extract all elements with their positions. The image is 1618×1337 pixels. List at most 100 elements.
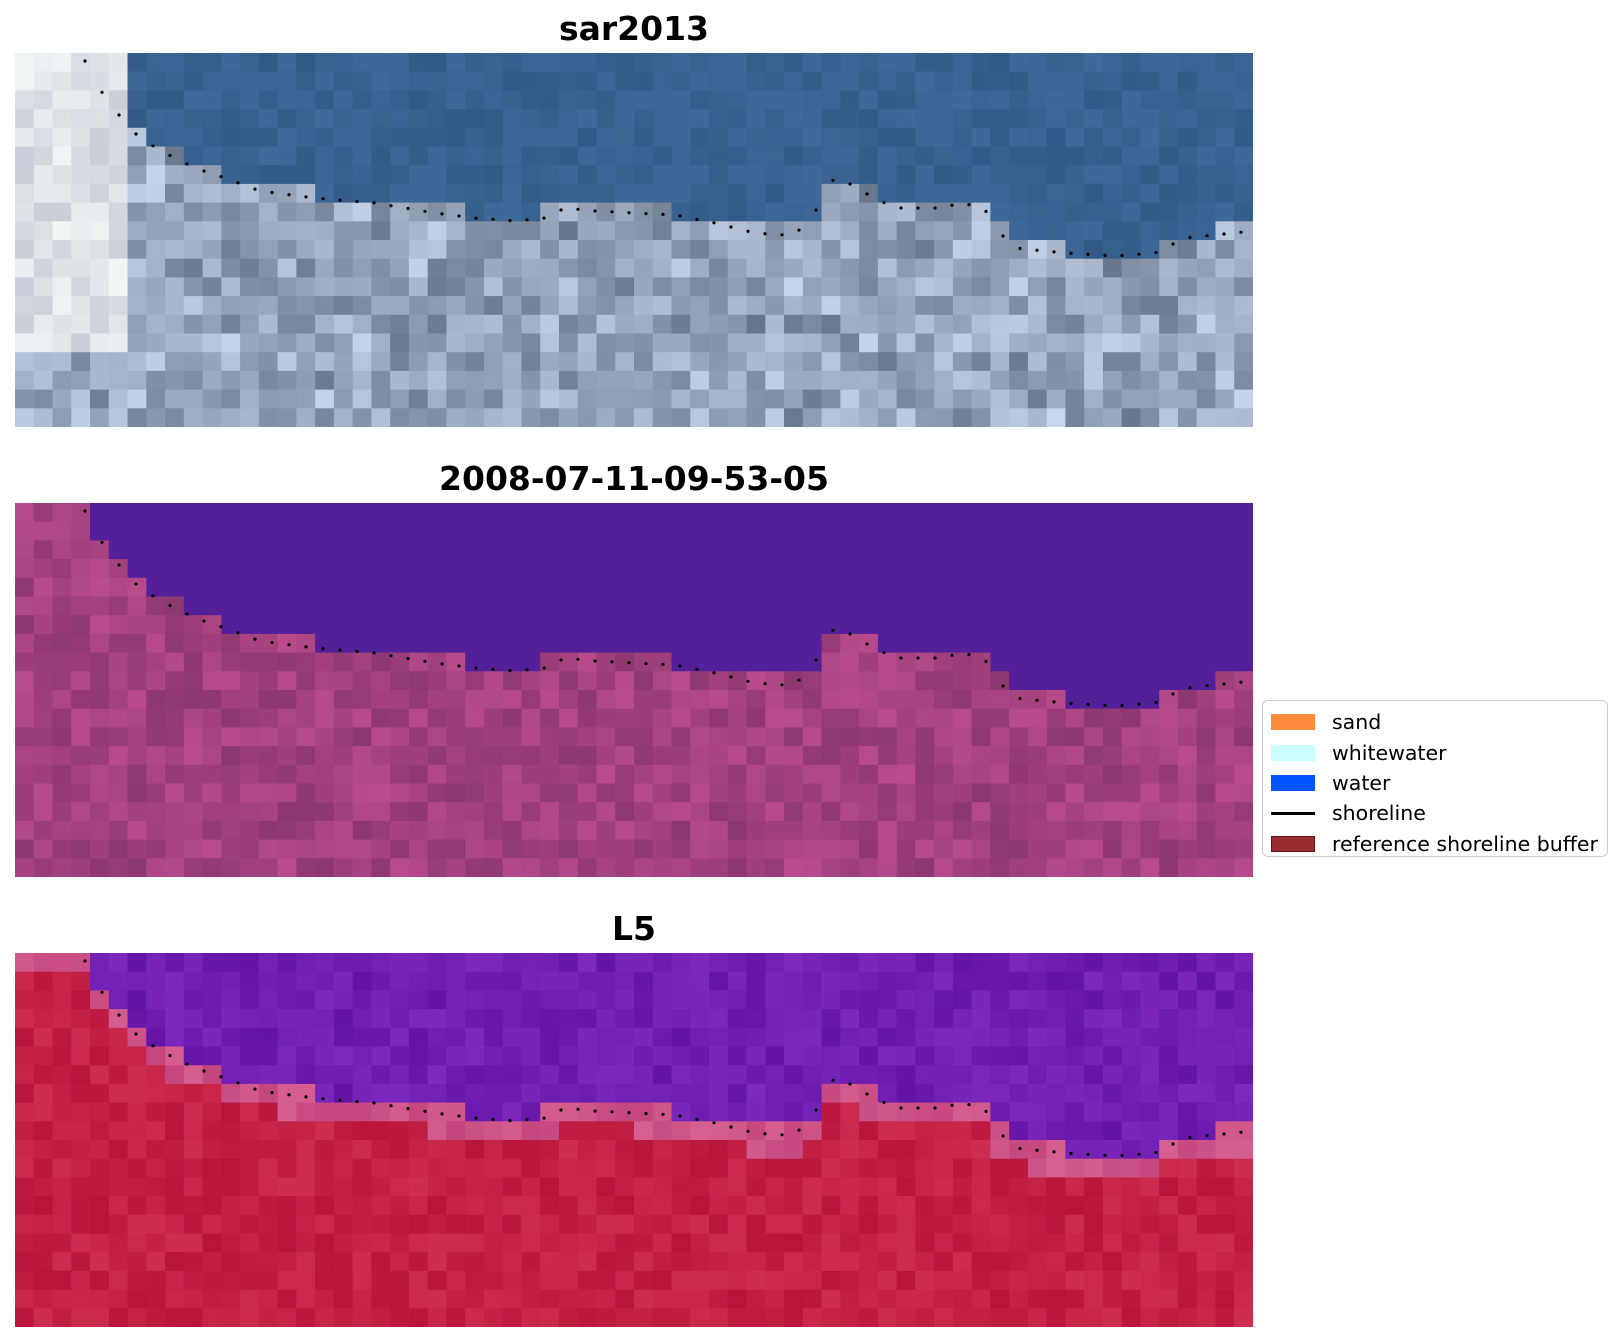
raster-pixel [15,652,35,672]
raster-pixel [840,858,860,877]
raster-pixel [465,408,485,427]
raster-pixel [108,202,129,222]
raster-pixel [671,90,691,110]
raster-pixel [840,352,860,372]
raster-pixel [427,1177,448,1197]
raster-pixel [671,690,691,710]
raster-pixel [390,1289,410,1309]
raster-pixel [1159,53,1179,73]
raster-pixel [202,1308,222,1327]
raster-pixel [408,90,429,110]
raster-pixel [483,221,504,241]
raster-pixel [446,820,466,841]
raster-pixel [952,1140,973,1160]
raster-pixel [709,183,729,204]
raster-pixel [1102,1065,1123,1085]
raster-pixel [577,615,598,635]
raster-pixel [127,746,147,766]
raster-pixel [165,1140,185,1160]
raster-pixel [108,296,129,316]
raster-pixel [502,370,523,391]
raster-pixel [690,146,710,166]
raster-pixel [1046,333,1067,353]
raster-pixel [240,90,260,110]
raster-pixel [52,652,72,672]
raster-pixel [1140,1233,1160,1253]
raster-pixel [521,109,541,129]
raster-pixel [315,1177,335,1197]
raster-pixel [146,1083,166,1104]
raster-pixel [277,521,297,541]
raster-pixel [990,258,1010,278]
raster-pixel [258,652,279,672]
raster-pixel [71,690,91,710]
raster-pixel [690,1196,710,1216]
raster-pixel [333,90,354,110]
raster-pixel [971,146,991,166]
raster-pixel [240,953,260,973]
raster-pixel [1027,333,1048,353]
raster-pixel [502,1046,523,1066]
raster-pixel [765,296,785,316]
raster-pixel [896,820,916,841]
raster-pixel [634,708,654,728]
raster-pixel [240,53,260,73]
raster-pixel [859,1233,879,1253]
raster-pixel [690,596,710,616]
raster-pixel [877,1140,898,1160]
raster-pixel [990,764,1010,785]
raster-pixel [615,258,635,278]
raster-pixel [1234,333,1253,353]
raster-pixel [52,389,72,409]
raster-pixel [15,727,35,747]
raster-pixel [296,652,316,672]
raster-pixel [183,1046,204,1066]
raster-pixel [1177,1065,1198,1085]
raster-pixel [52,1083,72,1104]
raster-pixel [709,221,729,241]
raster-pixel [971,277,991,297]
raster-pixel [1102,559,1123,579]
raster-pixel [634,202,654,222]
raster-pixel [483,1270,504,1291]
raster-pixel [840,109,860,129]
raster-pixel [15,127,35,148]
raster-pixel [540,559,560,579]
raster-pixel [1234,1046,1253,1066]
raster-pixel [221,708,241,728]
raster-pixel [15,764,35,785]
raster-pixel [746,577,766,598]
raster-pixel [502,577,523,598]
shoreline-dot [270,640,274,645]
raster-pixel [709,690,729,710]
raster-pixel [1177,577,1198,598]
raster-pixel [877,783,898,803]
shoreline-dot [491,1117,495,1121]
raster-pixel [1065,1196,1085,1216]
raster-pixel [315,1009,335,1029]
shoreline-dot [287,643,291,647]
raster-pixel [952,540,973,560]
raster-pixel [108,596,129,616]
raster-pixel [1102,577,1123,598]
raster-pixel [33,1046,54,1066]
raster-pixel [483,1065,504,1085]
raster-pixel [1121,764,1142,785]
raster-pixel [840,53,860,73]
raster-pixel [802,1308,823,1327]
raster-pixel [952,240,973,260]
shoreline-dot [151,594,155,598]
raster-pixel [727,577,748,598]
raster-pixel [802,1121,823,1141]
raster-pixel [52,746,72,766]
raster-pixel [202,521,222,541]
raster-pixel [1121,633,1142,654]
raster-pixel [202,1289,222,1309]
raster-pixel [390,953,410,973]
raster-pixel [727,146,748,166]
raster-pixel [1177,708,1198,728]
raster-pixel [690,53,710,73]
raster-pixel [596,577,616,598]
raster-pixel [877,408,898,427]
raster-pixel [971,1233,991,1253]
